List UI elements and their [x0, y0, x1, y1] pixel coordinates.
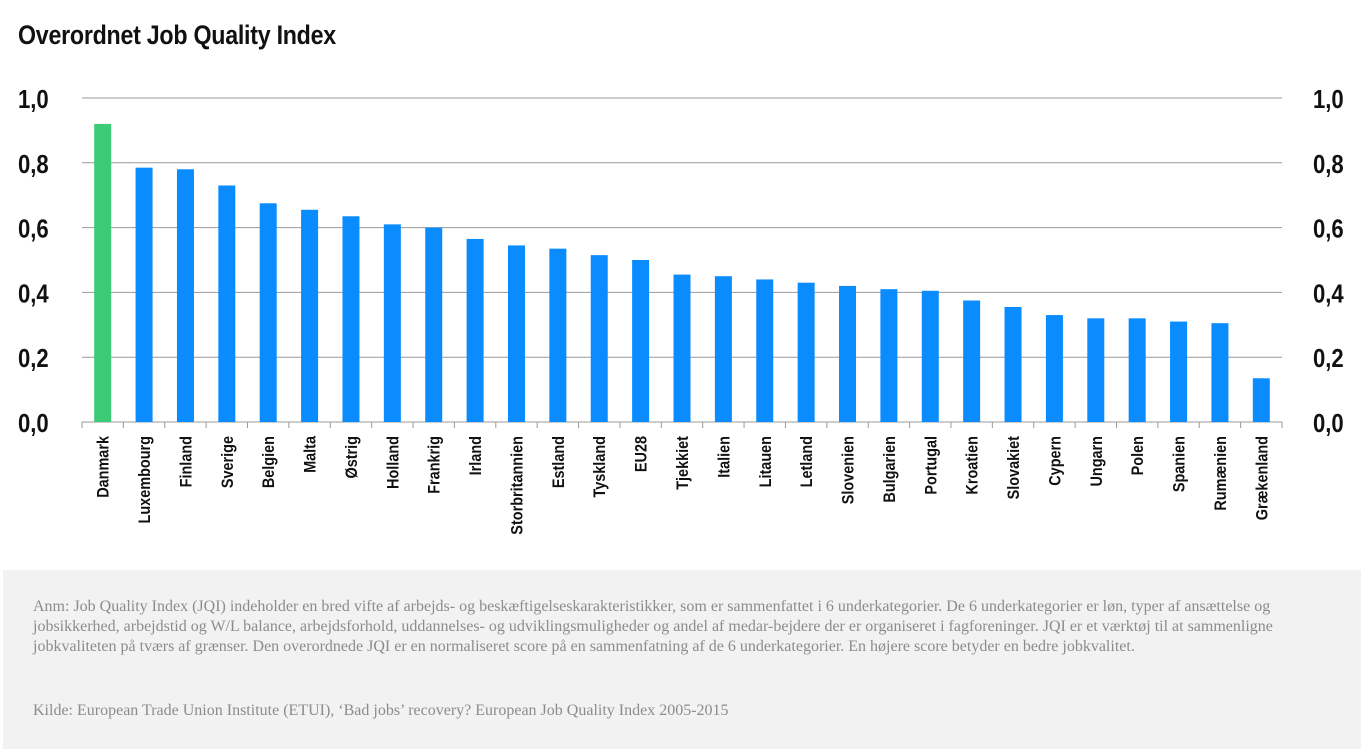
x-tick-label: Polen: [1129, 436, 1147, 475]
x-tick-label: Spanien: [1171, 436, 1189, 492]
x-tick-label: Litauen: [757, 436, 775, 487]
chart-title: Overordnet Job Quality Index: [18, 20, 336, 50]
bar-1: [135, 167, 153, 422]
x-tick-label: Luxembourg: [136, 436, 154, 523]
bar-15: [714, 276, 732, 422]
y-tick-right: 0,2: [1313, 345, 1344, 374]
bar-19: [880, 289, 898, 422]
x-tick-label: Slovenien: [840, 436, 858, 504]
x-tick-label: Irland: [467, 436, 485, 475]
bar-23: [1045, 315, 1063, 422]
x-tick-label: Grækenland: [1253, 436, 1271, 520]
x-tick-label: Danmark: [95, 436, 113, 498]
x-tick-label: Rumænien: [1212, 436, 1230, 511]
x-tick-label: Sverige: [219, 436, 237, 488]
y-tick-right: 0,0: [1313, 409, 1344, 438]
note-text: Anm: Job Quality Index (JQI) indeholder …: [33, 598, 1273, 655]
x-tick-label: Østrig: [343, 436, 361, 479]
bar-28: [1252, 378, 1270, 422]
bar-14: [673, 274, 691, 422]
y-tick-right: 1,0: [1313, 85, 1344, 114]
y-tick-left: 0,4: [18, 280, 49, 309]
x-tick-label: Kroatien: [964, 436, 982, 495]
bar-11: [549, 248, 567, 422]
x-tick-label: Tyskland: [591, 436, 609, 498]
bar-chart: 0,0 0,0 0,2 0,2 0,4 0,4 0,6 0,6 0,8 0,8 1,0 1,0 Danm…: [18, 85, 1344, 535]
y-tick-left: 0,8: [18, 150, 49, 179]
x-tick-label: Belgien: [260, 436, 278, 488]
x-tick-label: Ungarn: [1088, 436, 1106, 487]
bar-20: [921, 290, 939, 422]
bar-17: [797, 282, 815, 422]
x-tick-label: Letland: [798, 436, 816, 487]
bar-25: [1128, 318, 1146, 422]
bar-26: [1170, 321, 1188, 422]
x-tick-label: Italien: [715, 436, 733, 478]
bar-27: [1211, 323, 1229, 422]
bar-8: [425, 227, 443, 422]
x-tick-label: Portugal: [922, 436, 940, 495]
bar-7: [383, 224, 401, 422]
bar-5: [301, 209, 319, 422]
bar-9: [466, 238, 484, 422]
x-tick-label: Tjekkiet: [674, 435, 692, 489]
x-tick-label: Malta: [302, 436, 320, 473]
y-tick-left: 1,0: [18, 85, 49, 114]
x-tick-label: Storbritannien: [508, 436, 526, 535]
bar-12: [590, 255, 608, 422]
bar-3: [218, 185, 236, 422]
y-tick-right: 0,4: [1313, 280, 1344, 309]
bar-2: [176, 169, 194, 422]
bar-6: [342, 216, 360, 422]
x-tick-label: Holland: [384, 436, 402, 489]
x-tick-label: Slovakiet: [1005, 435, 1023, 499]
bar-4: [259, 203, 277, 422]
source-text: Kilde: European Trade Union Institute (E…: [33, 702, 729, 719]
bar-24: [1087, 318, 1105, 422]
x-tick-label: Estland: [550, 436, 568, 488]
bar-22: [1004, 306, 1022, 422]
x-tick-label: EU28: [633, 436, 651, 472]
bar-16: [756, 279, 774, 422]
x-tick-label: Bulgarien: [881, 436, 899, 503]
bar-0: [94, 123, 112, 423]
bar-18: [839, 285, 857, 422]
y-tick-right: 0,6: [1313, 215, 1344, 244]
x-tick-label: Cypern: [1046, 436, 1064, 486]
bar-13: [632, 260, 650, 422]
x-tick-label: Finland: [177, 436, 195, 487]
x-tick-label: Frankrig: [426, 436, 444, 494]
y-tick-left: 0,6: [18, 215, 49, 244]
note-panel: Anm: Job Quality Index (JQI) indeholder …: [3, 570, 1361, 749]
y-tick-right: 0,8: [1313, 150, 1344, 179]
bar-21: [963, 300, 981, 422]
y-tick-left: 0,2: [18, 345, 49, 374]
y-tick-left: 0,0: [18, 409, 49, 438]
bar-10: [507, 245, 525, 422]
